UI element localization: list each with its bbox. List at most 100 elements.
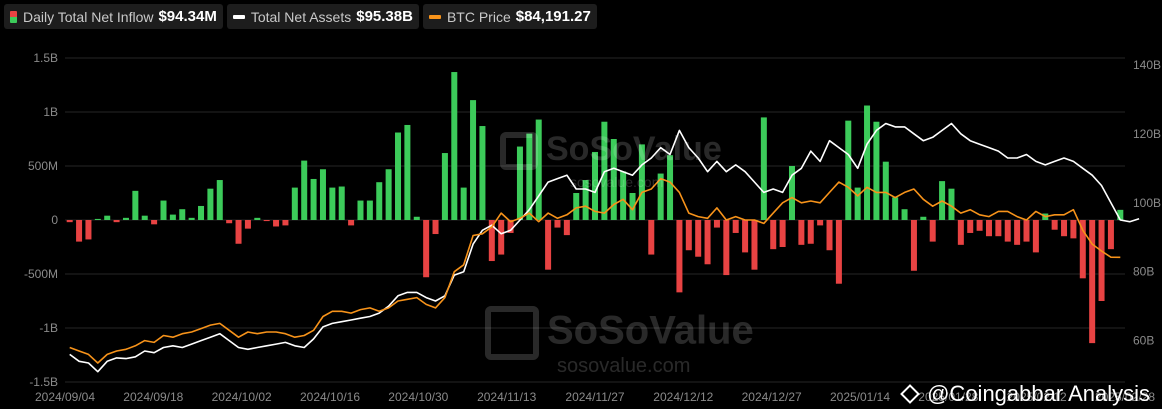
inflow-bar [207,188,214,220]
inflow-bar [357,200,364,220]
legend-label: BTC Price [446,8,511,25]
inflow-bar [66,220,73,223]
credit-text: @Coingabbar Analysis [927,381,1150,406]
y-left-tick-label: 500M [28,159,58,173]
y-left-tick-label: 1B [43,105,58,119]
legend-value: $95.38B [356,8,413,25]
inflow-bar [395,132,402,220]
inflow-bar [423,220,430,278]
inflow-bar [554,220,561,228]
inflow-bar [441,153,448,220]
inflow-bar [1117,209,1124,220]
credit-label: @Coingabbar Analysis [900,381,1150,407]
inflow-bar [282,220,289,226]
inflow-bar [451,72,458,220]
inflow-bar [1079,220,1086,279]
inflow-bar [188,217,195,220]
inflow-bar [460,187,467,220]
inflow-bar [1089,220,1096,344]
x-tick-label: 2024/10/16 [300,390,360,404]
inflow-bar [94,218,101,220]
legend-value: $84,191.27 [515,8,591,25]
inflow-bar [985,220,992,237]
inflow-bar [470,100,477,220]
inflow-bar [798,220,805,245]
y-right-tick-label: 80B [1133,265,1154,279]
inflow-bar [638,144,645,220]
y-left-tick-label: -500M [24,267,58,281]
inflow-bar [104,215,111,220]
inflow-bar [713,220,720,228]
inflow-bar [151,220,158,225]
inflow-bar [657,173,664,220]
inflow-bar [516,146,523,220]
x-tick-label: 2025/01/14 [830,390,890,404]
inflow-bar [366,200,373,220]
inflow-bar [892,197,899,220]
inflow-bar [685,220,692,251]
inflow-bar [535,119,542,220]
x-tick-label: 2024/12/12 [653,390,713,404]
x-tick-label: 2025/02/28 [1095,390,1155,404]
legend-label: Daily Total Net Inflow [23,8,154,25]
inflow-bar [704,220,711,265]
inflow-bar [742,220,749,253]
inflow-bar [845,120,852,220]
inflow-bar [1023,220,1030,242]
inflow-bar [385,169,392,220]
inflow-bar [788,166,795,220]
inflow-bar [610,139,617,220]
y-left-tick-label: -1B [39,321,58,335]
y-left-tick-label: 0 [51,213,58,227]
inflow-bar [319,169,326,220]
inflow-bar [310,178,317,220]
inflow-bar [817,220,824,226]
inflow-bar [695,220,702,257]
legend-value: $94.34M [158,8,217,25]
inflow-bar [591,151,599,220]
y-left-tick-label: 1.5B [33,51,58,65]
legend-item-total-net-assets[interactable]: Total Net Assets $95.38B [226,4,419,29]
inflow-bar [432,220,439,235]
y-right-tick-label: 140B [1133,58,1161,72]
inflow-bar [929,220,936,242]
inflow-bar [488,220,495,262]
inflow-bar [479,126,486,220]
inflow-bar [967,220,974,233]
inflow-bar [779,220,786,247]
x-tick-label: 2024/11/13 [477,390,536,404]
inflow-bar [957,220,964,245]
y-left-tick-label: -1.5B [29,375,58,389]
legend-item-btc-price[interactable]: BTC Price $84,191.27 [422,4,597,29]
x-tick-label: 2024/09/18 [123,390,183,404]
inflow-bar [864,105,871,220]
inflow-bar [1014,220,1021,245]
inflow-bar [376,182,383,220]
inflow-bar [263,220,270,222]
inflow-bar [122,217,129,220]
x-tick-label: 2024/11/27 [565,390,624,404]
inflow-bar [1070,220,1077,239]
inflow-bar [582,180,589,220]
x-tick-label: 2025/02/12 [1007,390,1067,404]
inflow-bar [563,220,570,236]
inflow-bar [882,161,889,220]
inflow-bar [1051,220,1058,230]
inflow-bar [835,220,842,284]
y-right-tick-label: 120B [1133,127,1161,141]
inflow-bar [85,220,92,240]
inflow-bar [807,220,814,244]
inflow-bar [226,220,233,224]
inflow-bar [920,216,927,220]
inflow-bar [901,209,908,220]
inflow-bar [854,187,861,220]
x-tick-label: 2024/10/02 [212,390,272,404]
inflow-bar [723,220,730,276]
inflow-bar [732,220,739,233]
legend-item-net-inflow[interactable]: Daily Total Net Inflow $94.34M [4,4,223,29]
inflow-bar [676,220,683,293]
inflow-bar [198,205,205,220]
inflow-bar [648,220,655,255]
inflow-bar [254,217,261,220]
inflow-bar [751,220,758,270]
